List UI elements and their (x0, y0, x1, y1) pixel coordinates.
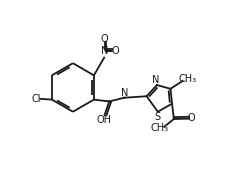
Text: N: N (152, 75, 160, 85)
Text: O: O (101, 34, 108, 44)
Text: OH: OH (96, 115, 112, 125)
Text: S: S (154, 112, 161, 122)
Text: N: N (101, 45, 108, 55)
Text: O: O (188, 113, 196, 124)
Text: CH₃: CH₃ (178, 74, 196, 84)
Text: N: N (121, 88, 128, 98)
Text: O: O (112, 45, 119, 55)
Text: CH₃: CH₃ (151, 123, 169, 133)
Text: Cl: Cl (32, 94, 41, 104)
